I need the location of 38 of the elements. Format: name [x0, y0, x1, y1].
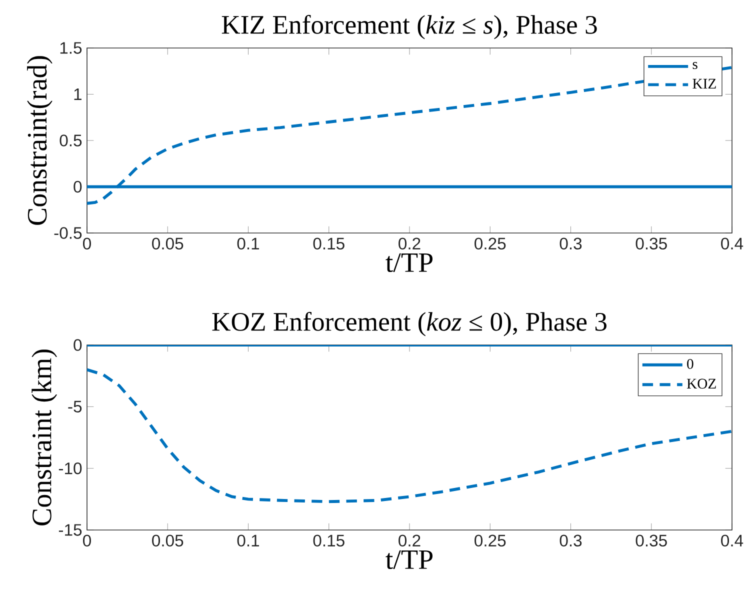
x-tick-label: 0.15 — [313, 238, 344, 250]
legend-label: KIZ — [692, 78, 716, 89]
x-tick-label: 0.3 — [560, 534, 582, 547]
x-tick-label: 0.35 — [636, 238, 667, 250]
chart-title: KOZ Enforcement (koz ≤ 0), Phase 3 — [212, 312, 606, 336]
x-tick-label: 0.4 — [721, 238, 744, 250]
y-tick-label: 0.5 — [60, 134, 82, 146]
y-tick-label: 0 — [74, 339, 82, 351]
x-tick-label: 0.35 — [636, 534, 667, 547]
x-tick-label: 0.2 — [398, 534, 420, 547]
y-tick-label: -10 — [58, 462, 82, 474]
x-tick-label: 0.4 — [721, 534, 744, 547]
y-tick-label: 1.5 — [60, 42, 82, 54]
y-tick-label: -15 — [58, 524, 82, 536]
x-tick-label: 0.3 — [560, 238, 582, 250]
chart-title: KIZ Enforcement (kiz ≤ s), Phase 3 — [222, 14, 597, 40]
y-tick-label: 1 — [74, 88, 82, 100]
y-axis-title: Constraint(rad) — [27, 56, 52, 225]
x-tick-label: 0.2 — [398, 238, 420, 250]
x-tick-label: 0.25 — [474, 534, 506, 547]
x-tick-label: 0.05 — [152, 534, 184, 547]
x-tick-label: 0.1 — [237, 534, 260, 547]
x-axis-title: t/TP — [386, 550, 433, 570]
y-tick-label: 0 — [74, 180, 82, 193]
line-series — [87, 368, 732, 504]
y-tick-label: -0.5 — [54, 227, 82, 239]
x-tick-label: 0 — [83, 534, 91, 547]
x-tick-label: 0.1 — [237, 238, 260, 250]
legend-label: KOZ — [686, 378, 716, 389]
y-axis-title: Constraint (km) — [32, 350, 58, 526]
legend-label: s — [692, 62, 698, 70]
x-tick-label: 0.15 — [313, 534, 344, 547]
legend-label: 0 — [687, 359, 694, 369]
x-axis-title: t/TP — [386, 253, 433, 272]
y-tick-label: -5 — [68, 400, 82, 412]
x-tick-label: 0 — [83, 238, 91, 250]
x-tick-label: 0.05 — [152, 238, 184, 250]
x-tick-label: 0.25 — [474, 238, 506, 250]
